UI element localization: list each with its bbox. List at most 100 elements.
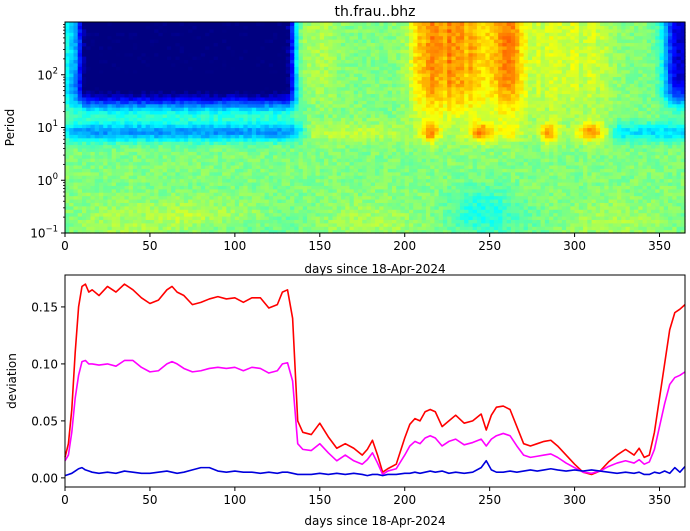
heatmap-cell <box>226 73 232 78</box>
heatmap-cell <box>98 86 104 91</box>
heatmap-cell <box>77 161 83 166</box>
heatmap-cell <box>366 59 372 64</box>
heatmap-cell <box>345 219 351 224</box>
heatmap-cell <box>383 130 389 135</box>
heatmap-cell <box>141 209 147 214</box>
heatmap-cell <box>396 103 402 108</box>
heatmap-cell <box>166 90 172 95</box>
heatmap-cell <box>290 32 295 37</box>
heatmap-cell <box>243 141 249 146</box>
heatmap-cell <box>332 69 338 74</box>
heatmap-cell <box>230 35 236 40</box>
heatmap-cell <box>137 178 143 183</box>
heatmap-cell <box>302 96 308 101</box>
heatmap-cell <box>307 202 312 207</box>
heatmap-cell <box>370 28 376 33</box>
heatmap-cell <box>328 147 334 152</box>
heatmap-cell <box>391 198 397 203</box>
heatmap-cell <box>128 22 134 26</box>
heatmap-cell <box>328 222 334 227</box>
heatmap-cell <box>158 151 164 156</box>
heatmap-cell <box>81 124 87 129</box>
heatmap-cell <box>166 86 172 91</box>
heatmap-cell <box>349 219 355 224</box>
heatmap-cell <box>111 151 117 156</box>
heatmap-cell <box>209 117 215 122</box>
heatmap-cell <box>234 171 240 176</box>
heatmap-cell <box>103 144 109 149</box>
heatmap-cell <box>217 164 223 169</box>
heatmap-cell <box>319 181 325 186</box>
heatmap-cell <box>209 120 215 125</box>
heatmap-cell <box>196 45 202 50</box>
heatmap-cell <box>132 42 138 47</box>
heatmap-cell <box>375 151 380 156</box>
heatmap-cell <box>290 181 295 186</box>
heatmap-cell <box>281 185 287 190</box>
heatmap-cell <box>175 42 181 47</box>
heatmap-cell <box>336 168 342 173</box>
heatmap-cell <box>324 209 329 214</box>
heatmap-cell <box>115 22 121 26</box>
heatmap-cell <box>103 130 109 135</box>
heatmap-cell <box>162 181 168 186</box>
heatmap-cell <box>128 168 134 173</box>
heatmap-cell <box>400 73 406 78</box>
heatmap-cell <box>158 49 164 54</box>
heatmap-cell <box>217 56 223 61</box>
heatmap-cell <box>65 124 70 129</box>
heatmap-cell <box>290 171 295 176</box>
heatmap-cell <box>149 93 155 98</box>
heatmap-cell <box>115 69 121 74</box>
heatmap-cell <box>370 147 376 152</box>
heatmap-cell <box>162 120 168 125</box>
heatmap-cell <box>353 39 359 44</box>
heatmap-cell <box>256 141 261 146</box>
heatmap-cell <box>175 226 181 231</box>
heatmap-cell <box>391 185 397 190</box>
heatmap-cell <box>90 56 96 61</box>
heatmap-cell <box>226 147 232 152</box>
heatmap-cell <box>137 42 143 47</box>
heatmap-cell <box>200 113 206 118</box>
heatmap-cell <box>391 195 397 200</box>
heatmap-cell <box>328 69 334 74</box>
heatmap-cell <box>345 79 351 84</box>
heatmap-cell <box>81 171 87 176</box>
heatmap-cell <box>336 185 342 190</box>
heatmap-cell <box>120 90 126 95</box>
heatmap-cell <box>226 96 232 101</box>
heatmap-cell <box>311 42 317 47</box>
heatmap-cell <box>370 62 376 67</box>
heatmap-cell <box>345 96 351 101</box>
heatmap-cell <box>77 175 83 180</box>
heatmap-cell <box>387 39 393 44</box>
heatmap-cell <box>69 69 75 74</box>
heatmap-cell <box>111 192 117 197</box>
heatmap-cell <box>226 161 232 166</box>
heatmap-cell <box>294 45 300 50</box>
heatmap-cell <box>315 161 321 166</box>
heatmap-cell <box>281 107 287 112</box>
heatmap-cell <box>230 161 236 166</box>
heatmap-cell <box>358 22 363 26</box>
heatmap-cell <box>362 154 368 159</box>
heatmap-cell <box>264 147 270 152</box>
heatmap-cell <box>103 22 109 26</box>
heatmap-cell <box>349 134 355 139</box>
heatmap-cell <box>251 79 257 84</box>
heatmap-cell <box>103 90 109 95</box>
heatmap-cell <box>260 168 266 173</box>
heatmap-cell <box>375 62 380 67</box>
heatmap-cell <box>264 76 270 81</box>
heatmap-cell <box>205 168 210 173</box>
heatmap-cell <box>179 164 185 169</box>
heatmap-cell <box>336 171 342 176</box>
heatmap-cell <box>188 188 193 193</box>
heatmap-cell <box>349 175 355 180</box>
heatmap-cell <box>396 144 402 149</box>
heatmap-cell <box>281 59 287 64</box>
heatmap-cell <box>115 79 121 84</box>
heatmap-cell <box>239 209 244 214</box>
heatmap-cell <box>162 22 168 26</box>
